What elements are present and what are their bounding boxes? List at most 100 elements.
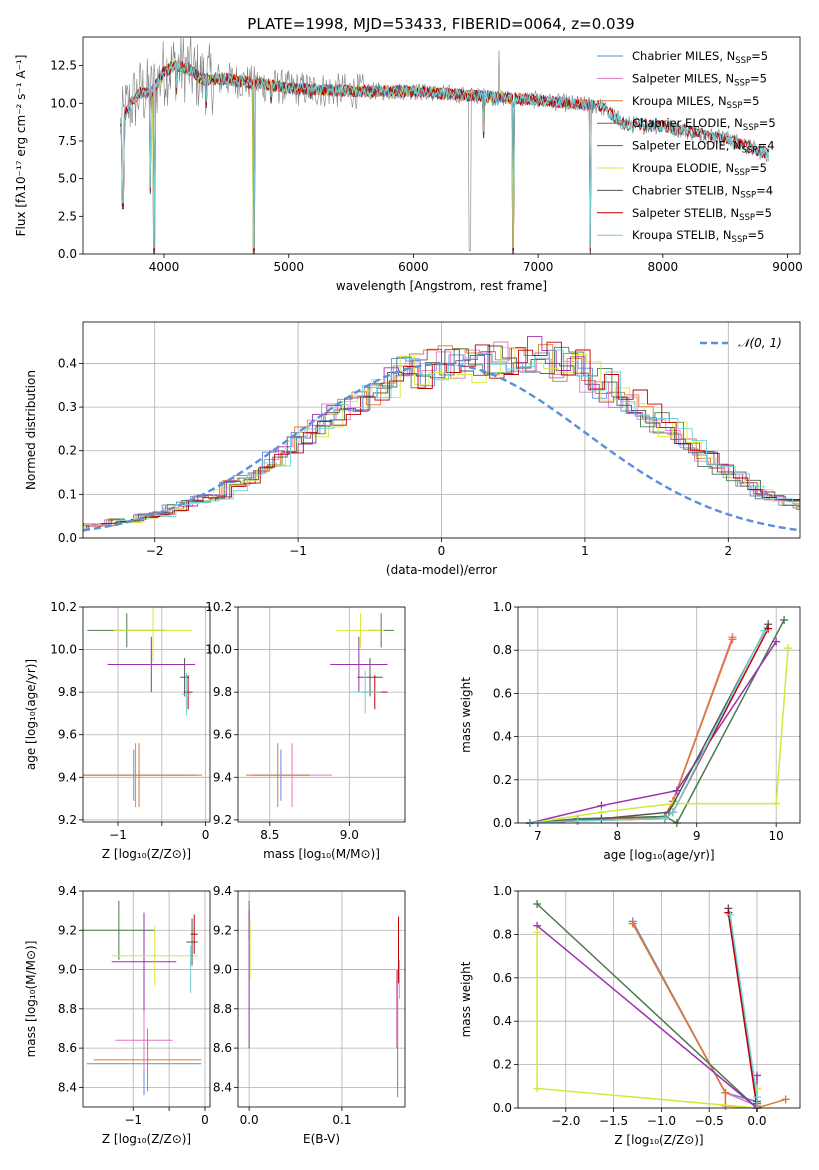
- legend-entry: Salpeter ELODIE, NSSP=4: [632, 139, 775, 156]
- legend-subscript: SSP: [734, 78, 750, 88]
- x-tick-label: −1.5: [599, 1114, 628, 1128]
- errorbar-plot-area: [83, 607, 203, 808]
- legend-entry: Salpeter STELIB, NSSP=5: [632, 206, 772, 223]
- legend-entry: Chabrier ELODIE, NSSP=5: [632, 116, 776, 133]
- legend-subscript: SSP: [727, 101, 743, 111]
- gaussian-curve: [83, 362, 800, 532]
- x-axis-label: Z [log₁₀(Z/Z⊙)]: [102, 847, 191, 861]
- y-tick-label: 8.6: [213, 1041, 232, 1055]
- legend-label: Salpeter MILES, N: [632, 71, 734, 85]
- legend-entry: Chabrier MILES, NSSP=5: [632, 49, 768, 66]
- legend-subscript: SSP: [739, 213, 755, 223]
- legend-subscript: SSP: [732, 235, 748, 245]
- mass-weight-plot-area: [525, 615, 793, 827]
- y-tick-label: 9.0: [58, 963, 77, 977]
- legend-suffix: =5: [755, 206, 772, 220]
- x-axis-label: (data-model)/error: [386, 563, 497, 577]
- x-tick-label: 7000: [523, 260, 554, 274]
- x-tick-label: −2: [146, 544, 164, 558]
- mass-weight-marker-chabrier_elodie: [780, 615, 789, 624]
- mass-weight-marker-kroupa_elodie: [533, 1084, 542, 1093]
- mass-weight-line-chabrier_miles: [632, 921, 758, 1108]
- x-tick-label: 0: [202, 828, 210, 842]
- legend-label: Chabrier ELODIE, N: [632, 116, 743, 130]
- histogram-salpeter_elodie: [83, 336, 800, 530]
- legend-suffix: =4: [756, 183, 773, 197]
- y-tick-label: 12.5: [50, 59, 77, 73]
- y-tick-label: 0.2: [58, 444, 77, 458]
- y-axis-label: Normed distribution: [24, 370, 38, 490]
- y-tick-label: 1.0: [493, 884, 512, 898]
- legend-label: Salpeter STELIB, N: [632, 206, 739, 220]
- y-tick-label: 0.4: [493, 1014, 512, 1028]
- x-tick-label: −1: [289, 544, 307, 558]
- mass-weight-marker-kroupa_stelib: [660, 814, 669, 823]
- mass-weight-line-salpeter_miles: [529, 636, 734, 824]
- x-tick-label: 9000: [772, 260, 803, 274]
- y-tick-label: 9.8: [58, 685, 77, 699]
- errorbar-plot-area: [248, 900, 400, 1098]
- y-tick-label: 8.4: [58, 1080, 77, 1094]
- x-axis-label: E(B-V): [303, 1132, 340, 1146]
- mass-weight-plot-area: [533, 900, 790, 1112]
- mass-weight-marker-kroupa_stelib: [760, 626, 769, 635]
- histogram-salpeter_stelib: [83, 341, 800, 531]
- x-tick-label: 5000: [273, 260, 304, 274]
- y-tick-label: 9.2: [58, 923, 77, 937]
- mass-weight-line-salpeter_stelib: [529, 628, 769, 824]
- legend-label: Kroupa MILES, N: [632, 94, 727, 108]
- legend-subscript: SSP: [743, 123, 759, 133]
- y-tick-label: 0.4: [493, 730, 512, 744]
- x-axis-label: age [log₁₀(age/yr)]: [603, 848, 714, 862]
- legend-subscript: SSP: [735, 56, 751, 66]
- x-tick-label: −0.5: [695, 1114, 724, 1128]
- spectrum-title: PLATE=1998, MJD=53433, FIBERID=0064, z=0…: [247, 15, 634, 33]
- legend-suffix: =5: [750, 71, 767, 85]
- mass-weight-line-salpeter_elodie: [536, 925, 758, 1110]
- legend-suffix: =5: [742, 94, 759, 108]
- y-tick-label: 8.6: [58, 1041, 77, 1055]
- axes-frame: [517, 606, 801, 824]
- legend-label: Salpeter ELODIE, N: [632, 139, 742, 153]
- mass-weight-marker-salpeter_elodie: [772, 637, 781, 646]
- errorbar-plot-area: [83, 900, 202, 1096]
- legend-entry: Kroupa STELIB, NSSP=5: [632, 228, 764, 245]
- mass-weight-line-kroupa_stelib: [529, 630, 765, 824]
- mass-weight-marker-chabrier_elodie: [533, 900, 542, 909]
- y-tick-label: 0.0: [58, 531, 77, 545]
- mass-weight-line-salpeter_miles: [632, 923, 758, 1107]
- legend-suffix: =5: [751, 49, 768, 63]
- axes-frame: [82, 890, 211, 1108]
- mass-weight-marker-kroupa_miles: [781, 1095, 790, 1104]
- y-tick-label: 10.0: [50, 96, 77, 110]
- legend-suffix: =5: [750, 161, 767, 175]
- y-tick-label: 9.2: [213, 923, 232, 937]
- x-tick-label: 2: [724, 544, 732, 558]
- y-tick-label: 10.2: [205, 600, 232, 614]
- y-tick-label: 0.6: [493, 686, 512, 700]
- mass-weight-line-salpeter_stelib: [727, 912, 758, 1109]
- legend-label: Kroupa ELODIE, N: [632, 161, 734, 175]
- legend-entry: Chabrier STELIB, NSSP=4: [632, 183, 773, 200]
- legend-suffix: =5: [747, 228, 764, 242]
- histogram-kroupa_elodie: [83, 347, 800, 531]
- y-tick-label: 0.3: [58, 400, 77, 414]
- x-tick-label: −1: [124, 1113, 142, 1127]
- x-tick-label: 6000: [398, 260, 429, 274]
- x-tick-label: 1: [581, 544, 589, 558]
- legend-label: Kroupa STELIB, N: [632, 228, 732, 242]
- x-tick-label: 7: [534, 829, 542, 843]
- mass-weight-line-salpeter_elodie: [529, 641, 777, 824]
- y-tick-label: 0.2: [493, 1058, 512, 1072]
- y-tick-label: 0.1: [58, 487, 77, 501]
- model-spectrum-kroupa_stelib: [119, 59, 770, 249]
- x-tick-label: 8000: [648, 260, 679, 274]
- axes-frame: [237, 606, 406, 823]
- y-axis-label: age [log₁₀(age/yr)]: [24, 659, 38, 770]
- y-tick-label: 8.8: [213, 1002, 232, 1016]
- histogram-plot-area: [83, 336, 800, 532]
- x-tick-label: 9: [693, 829, 701, 843]
- y-tick-label: 2.5: [58, 209, 77, 223]
- y-tick-label: 10.0: [205, 643, 232, 657]
